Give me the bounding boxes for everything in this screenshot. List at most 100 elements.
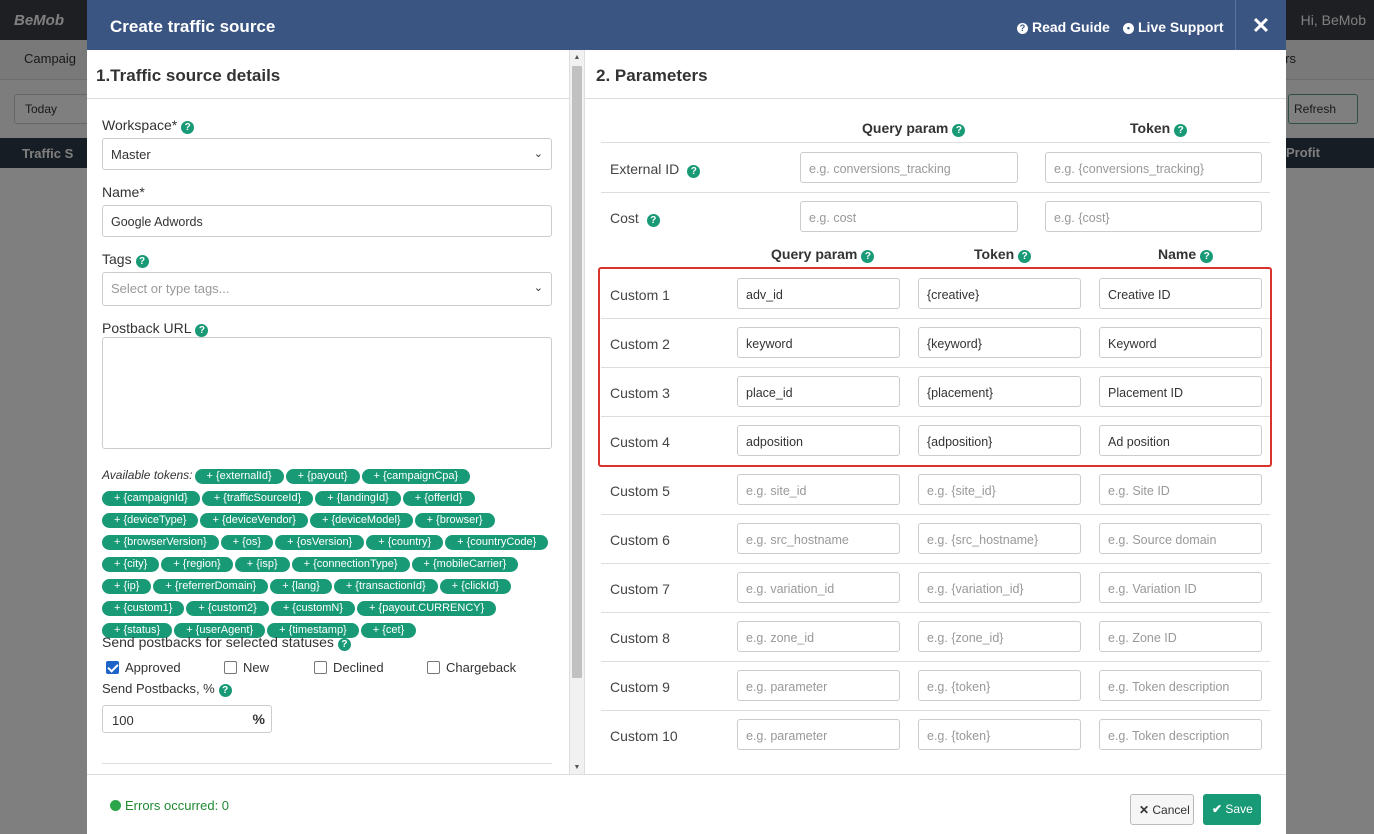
checkbox-approved[interactable]: Approved [106, 660, 181, 675]
token-chip[interactable]: + {ip} [102, 579, 152, 594]
token-chip[interactable]: + {cet} [360, 623, 417, 638]
help-icon[interactable]: ? [181, 121, 195, 134]
custom-2-name-input[interactable]: Keyword [1099, 327, 1262, 358]
custom-10-name-input[interactable]: e.g. Token description [1099, 719, 1262, 750]
custom-8-name-input[interactable]: e.g. Zone ID [1099, 621, 1262, 652]
help-icon[interactable]: ? [218, 684, 232, 697]
help-icon[interactable]: ? [861, 250, 875, 263]
token-chip[interactable]: + {browser} [414, 513, 495, 528]
token-chip[interactable]: + {city} [102, 557, 160, 572]
token-chip[interactable]: + {offerId} [402, 491, 475, 506]
custom-3-name-input[interactable]: Placement ID [1099, 376, 1262, 407]
checkbox-icon[interactable] [224, 661, 237, 674]
cost-query-input[interactable]: e.g. cost [800, 201, 1018, 232]
token-chip[interactable]: + {customN} [270, 601, 356, 616]
token-chip[interactable]: + {payout} [285, 469, 360, 484]
save-button[interactable]: ✔ Save [1203, 794, 1261, 825]
token-chip[interactable]: + {referrerDomain} [153, 579, 269, 594]
token-chip[interactable]: + {transactionId} [333, 579, 438, 594]
name-input[interactable]: Google Adwords [102, 205, 552, 237]
cost-token-input[interactable]: e.g. {cost} [1045, 201, 1262, 232]
token-chip[interactable]: + {mobileCarrier} [411, 557, 519, 572]
cancel-button[interactable]: ✕ Cancel [1130, 794, 1194, 825]
token-chip[interactable]: + {userAgent} [174, 623, 266, 638]
custom-5-query-input[interactable]: e.g. site_id [737, 474, 900, 505]
token-chip[interactable]: + {os} [220, 535, 274, 550]
checkbox-new[interactable]: New [224, 660, 269, 675]
token-chip[interactable]: + {status} [102, 623, 173, 638]
custom-9-query-input[interactable]: e.g. parameter [737, 670, 900, 701]
read-guide-link[interactable]: ? Read Guide [1017, 19, 1110, 35]
token-chip[interactable]: + {osVersion} [275, 535, 365, 550]
custom-6-query-input[interactable]: e.g. src_hostname [737, 523, 900, 554]
checkbox-icon[interactable] [427, 661, 440, 674]
scroll-down-icon[interactable]: ▼ [573, 764, 581, 771]
help-icon[interactable]: ? [337, 638, 351, 651]
help-icon[interactable]: ? [646, 214, 660, 227]
token-chip[interactable]: + {browserVersion} [102, 535, 219, 550]
token-chip[interactable]: + {country} [366, 535, 444, 550]
checkbox-declined[interactable]: Declined [314, 660, 384, 675]
token-chip[interactable]: + {custom1} [102, 601, 185, 616]
checkbox-chargeback[interactable]: Chargeback [427, 660, 516, 675]
custom-8-token-input[interactable]: e.g. {zone_id} [918, 621, 1081, 652]
token-chip[interactable]: + {countryCode} [445, 535, 549, 550]
token-chip[interactable]: + {externalId} [194, 469, 284, 484]
token-chip[interactable]: + {custom2} [186, 601, 269, 616]
custom-4-query-input[interactable]: adposition [737, 425, 900, 456]
checkbox-icon[interactable] [314, 661, 327, 674]
custom-7-token-input[interactable]: e.g. {variation_id} [918, 572, 1081, 603]
close-icon[interactable]: ✕ [1235, 0, 1286, 50]
scroll-up-icon[interactable]: ▲ [573, 54, 581, 61]
custom-8-query-input[interactable]: e.g. zone_id [737, 621, 900, 652]
custom-1-token-input[interactable]: {creative} [918, 278, 1081, 309]
token-chip[interactable]: + {region} [161, 557, 233, 572]
tags-select[interactable]: Select or type tags... ⌄ [102, 272, 552, 306]
token-chip[interactable]: + {campaignCpa} [361, 469, 471, 484]
custom-3-token-input[interactable]: {placement} [918, 376, 1081, 407]
custom-6-name-input[interactable]: e.g. Source domain [1099, 523, 1262, 554]
external-id-token-input[interactable]: e.g. {conversions_tracking} [1045, 152, 1262, 183]
token-chip[interactable]: + {trafficSourceId} [201, 491, 314, 506]
token-chip[interactable]: + {lang} [270, 579, 332, 594]
custom-9-name-input[interactable]: e.g. Token description [1099, 670, 1262, 701]
custom-1-query-input[interactable]: adv_id [737, 278, 900, 309]
token-chip[interactable]: + {landingId} [315, 491, 401, 506]
token-chip[interactable]: + {campaignId} [102, 491, 200, 506]
scroll-thumb[interactable] [572, 66, 582, 678]
workspace-select[interactable]: Master ⌄ [102, 138, 552, 170]
custom-4-token-input[interactable]: {adposition} [918, 425, 1081, 456]
custom-9-token-input[interactable]: e.g. {token} [918, 670, 1081, 701]
custom-5-token-input[interactable]: e.g. {site_id} [918, 474, 1081, 505]
token-chip[interactable]: + {clickId} [439, 579, 512, 594]
help-icon[interactable]: ? [1018, 250, 1032, 263]
help-icon[interactable]: ? [1174, 124, 1188, 137]
custom-10-token-input[interactable]: e.g. {token} [918, 719, 1081, 750]
custom-7-name-input[interactable]: e.g. Variation ID [1099, 572, 1262, 603]
custom-2-token-input[interactable]: {keyword} [918, 327, 1081, 358]
custom-10-query-input[interactable]: e.g. parameter [737, 719, 900, 750]
help-icon[interactable]: ? [1200, 250, 1214, 263]
token-chip[interactable]: + {deviceVendor} [200, 513, 308, 528]
send-postbacks-percent-input[interactable]: 100% [102, 705, 272, 733]
help-icon[interactable]: ? [687, 165, 701, 178]
token-chip[interactable]: + {timestamp} [267, 623, 359, 638]
custom-5-name-input[interactable]: e.g. Site ID [1099, 474, 1262, 505]
custom-4-name-input[interactable]: Ad position [1099, 425, 1262, 456]
custom-6-token-input[interactable]: e.g. {src_hostname} [918, 523, 1081, 554]
token-chip[interactable]: + {deviceType} [102, 513, 199, 528]
help-icon[interactable]: ? [195, 324, 209, 337]
external-id-query-input[interactable]: e.g. conversions_tracking [800, 152, 1018, 183]
custom-1-name-input[interactable]: Creative ID [1099, 278, 1262, 309]
token-chip[interactable]: + {payout.CURRENCY} [357, 601, 497, 616]
token-chip[interactable]: + {connectionType} [291, 557, 410, 572]
custom-7-query-input[interactable]: e.g. variation_id [737, 572, 900, 603]
checkbox-checked-icon[interactable] [106, 661, 119, 674]
help-icon[interactable]: ? [952, 124, 966, 137]
custom-2-query-input[interactable]: keyword [737, 327, 900, 358]
token-chip[interactable]: + {isp} [234, 557, 290, 572]
live-support-link[interactable]: • Live Support [1123, 19, 1224, 35]
token-chip[interactable]: + {deviceModel} [309, 513, 413, 528]
postback-url-textarea[interactable] [102, 337, 552, 449]
left-panel-scrollbar[interactable]: ▲ ▼ [569, 50, 585, 774]
